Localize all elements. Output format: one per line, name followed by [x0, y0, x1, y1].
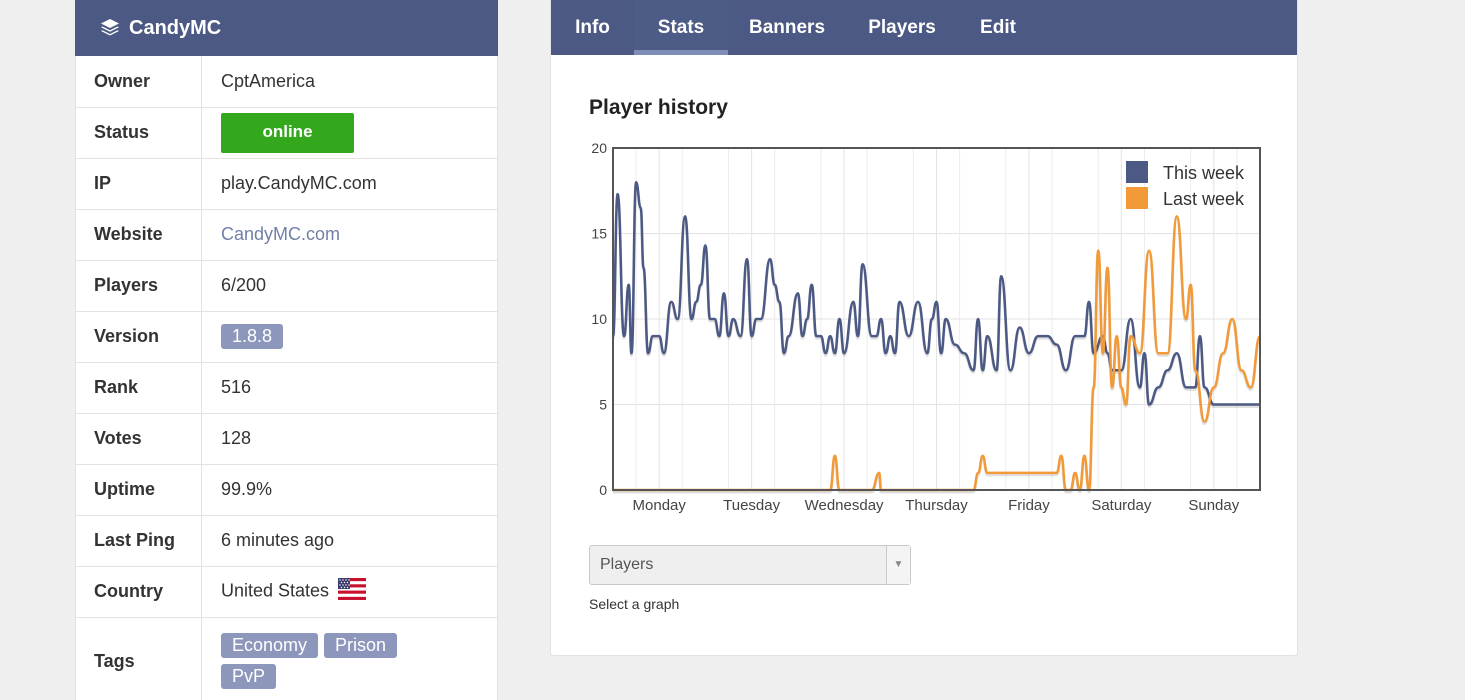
legend-label: Last week: [1163, 189, 1245, 209]
info-key: Votes: [75, 413, 202, 465]
info-key: Last Ping: [75, 515, 202, 567]
info-row-rank: Rank 516: [75, 362, 498, 414]
tab-banners[interactable]: Banners: [748, 16, 826, 38]
plot-border: [612, 147, 1261, 491]
y-tick-label: 20: [591, 140, 607, 156]
info-row-website: Website CandyMC.com: [75, 209, 498, 261]
info-key: Version: [75, 311, 202, 363]
x-tick-label: Monday: [633, 497, 687, 514]
info-value: 516: [201, 362, 498, 414]
server-header: CandyMC: [75, 0, 498, 56]
server-info-panel: CandyMC Owner CptAmerica Status online IP pla…: [75, 0, 498, 700]
info-key: Country: [75, 566, 202, 618]
x-tick-label: Saturday: [1091, 497, 1152, 514]
info-value: play.CandyMC.com: [201, 158, 498, 210]
info-row-uptime: Uptime 99.9%: [75, 464, 498, 516]
tab-players[interactable]: Players: [868, 16, 936, 38]
y-tick-label: 5: [599, 397, 607, 413]
info-key: Uptime: [75, 464, 202, 516]
info-value: 99.9%: [201, 464, 498, 516]
website-link[interactable]: CandyMC.com: [221, 224, 341, 244]
info-value: United States: [201, 566, 498, 619]
info-value: CptAmerica: [201, 56, 498, 108]
info-value: 128: [201, 413, 498, 465]
status-badge: online: [221, 112, 354, 153]
server-info-table: Owner CptAmerica Status online IP play.CandyM…: [75, 56, 498, 700]
us-flag-icon: [338, 578, 367, 619]
server-name: CandyMC: [129, 16, 222, 39]
layers-icon: [99, 17, 121, 39]
info-row-owner: Owner CptAmerica: [75, 56, 498, 108]
info-row-status: Status online: [75, 107, 498, 159]
x-tick-label: Wednesday: [805, 497, 884, 514]
tag-prison[interactable]: Prison: [324, 633, 398, 658]
info-key: Status: [75, 107, 202, 159]
chart-title: Player history: [589, 96, 728, 119]
tab-info[interactable]: Info: [575, 16, 610, 38]
info-key: Rank: [75, 362, 202, 414]
player-history-chart: 0 5 10 15 20 Monday Tuesday Wednesday Thursday Fr…: [581, 140, 1281, 520]
graph-select-hint: Select a graph: [589, 596, 680, 612]
info-row-country: Country United States: [75, 566, 498, 619]
y-tick-label: 15: [591, 226, 607, 242]
x-tick-label: Tuesday: [723, 497, 780, 514]
stats-panel: Info Stats Banners Players Edit Player histo…: [550, 0, 1298, 656]
tag-economy[interactable]: Economy: [221, 633, 319, 658]
info-row-tags: Tags Economy Prison PvP: [75, 617, 498, 700]
info-row-ip: IP play.CandyMC.com: [75, 158, 498, 210]
tab-edit[interactable]: Edit: [980, 16, 1016, 38]
info-value: CandyMC.com: [201, 209, 498, 261]
version-badge: 1.8.8: [221, 324, 284, 349]
info-key: Tags: [75, 617, 202, 700]
country-name: United States: [221, 580, 330, 601]
info-row-players: Players 6/200: [75, 260, 498, 312]
info-key: Owner: [75, 56, 202, 108]
legend-swatch: [1126, 161, 1148, 183]
info-value: 1.8.8: [201, 311, 498, 363]
y-tick-label: 0: [599, 482, 607, 498]
graph-select[interactable]: Players ▼: [589, 545, 911, 585]
info-value: Economy Prison PvP: [201, 617, 498, 700]
tab-bar: Info Stats Banners Players Edit: [551, 0, 1297, 55]
info-row-last-ping: Last Ping 6 minutes ago: [75, 515, 498, 567]
y-tick-label: 10: [591, 311, 607, 327]
x-tick-label: Thursday: [905, 497, 968, 514]
tag-pvp[interactable]: PvP: [221, 664, 277, 689]
info-key: IP: [75, 158, 202, 210]
info-key: Players: [75, 260, 202, 312]
x-tick-label: Friday: [1008, 497, 1050, 514]
x-tick-label: Sunday: [1188, 497, 1239, 514]
tab-stats[interactable]: Stats: [634, 0, 728, 55]
dropdown-arrow-icon[interactable]: ▼: [886, 546, 910, 584]
series-line-this-week: [611, 180, 1260, 406]
info-key: Website: [75, 209, 202, 261]
graph-select-value: Players: [600, 556, 654, 573]
legend-label: This week: [1163, 163, 1245, 183]
info-value: 6/200: [201, 260, 498, 312]
info-value: 6 minutes ago: [201, 515, 498, 567]
legend-swatch: [1126, 187, 1148, 209]
info-row-version: Version 1.8.8: [75, 311, 498, 363]
chart-svg: 0 5 10 15 20 Monday Tuesday Wednesday Thursday Fr…: [591, 140, 1262, 514]
info-value: online: [201, 107, 498, 159]
info-row-votes: Votes 128: [75, 413, 498, 465]
